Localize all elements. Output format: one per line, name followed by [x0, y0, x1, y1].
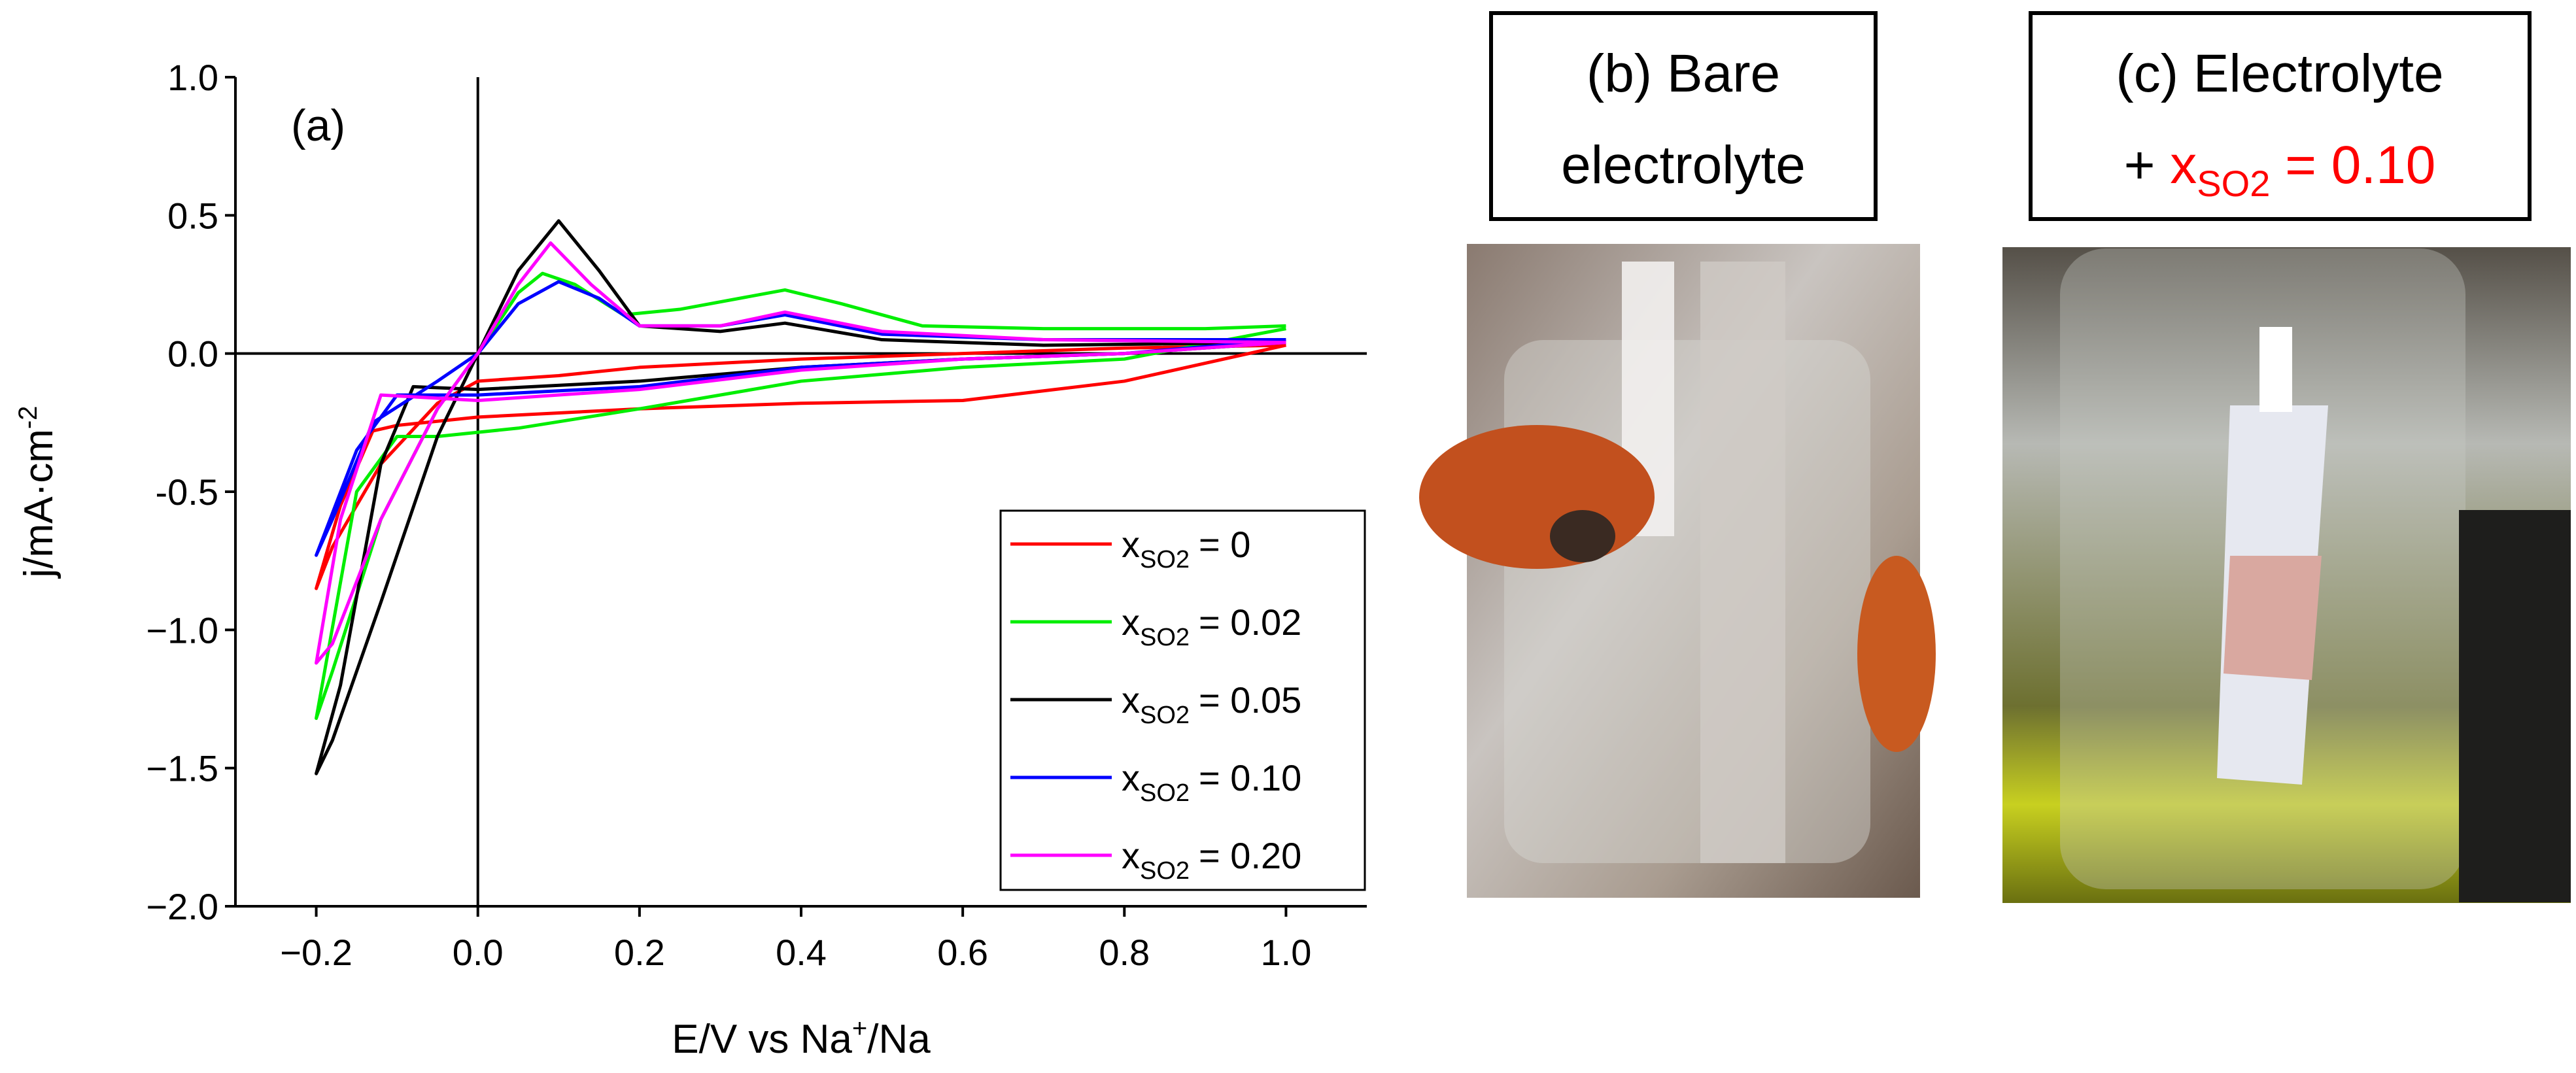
legend-var: x	[1122, 679, 1140, 721]
panel-label: (a)	[291, 101, 345, 150]
x-tick-label: 0.8	[1099, 932, 1150, 973]
photo-so2-electrolyte	[2002, 247, 2571, 903]
y-tick-label: 0.0	[167, 333, 218, 375]
caption-subscript: SO2	[2197, 163, 2270, 204]
x-axis-label-sup: +	[852, 1014, 867, 1043]
x-tick-label: −0.2	[280, 932, 352, 973]
x-axis-label-text: E/V vs Na	[672, 1017, 852, 1062]
legend-sub: SO2	[1140, 779, 1190, 807]
cv-curve	[315, 219, 1286, 775]
y-tick-label: −1.0	[146, 609, 218, 651]
legend-name: = 0.02	[1199, 602, 1301, 643]
legend-var: x	[1122, 602, 1140, 643]
legend-name: = 0.05	[1199, 679, 1301, 721]
caption-text: = 0.10	[2270, 135, 2435, 195]
y-axis-label: j/mA·cm-2	[14, 406, 61, 579]
cv-curve	[315, 343, 1286, 590]
legend-entry: xSO2 = 0.05	[1122, 679, 1301, 729]
caption: (b) Bare	[1587, 44, 1780, 103]
legend-sub: SO2	[1140, 546, 1190, 573]
cv-curve	[315, 241, 1286, 665]
y-tick-label: 0.5	[167, 195, 218, 236]
caption-text: x	[2170, 135, 2197, 195]
y-axis-label-sup: -2	[14, 406, 43, 430]
legend-sub: SO2	[1140, 702, 1190, 729]
caption-text: +	[2124, 135, 2171, 195]
photo-bare-electrolyte	[1419, 244, 1936, 898]
caption-box	[2029, 11, 2532, 221]
legend-name: = 0	[1199, 524, 1250, 565]
legend-entry: xSO2 = 0	[1122, 524, 1250, 573]
x-tick-label: 0.2	[614, 932, 665, 973]
y-tick-label: −2.0	[146, 886, 218, 927]
caption: + xSO2 = 0.10	[2124, 135, 2436, 204]
x-tick-label: 0.0	[453, 932, 504, 973]
legend-var: x	[1122, 757, 1140, 798]
legend-entry: xSO2 = 0.02	[1122, 602, 1301, 651]
legend-name: = 0.10	[1199, 757, 1301, 798]
legend-entry: xSO2 = 0.20	[1122, 835, 1301, 885]
x-tick-label: 1.0	[1260, 932, 1311, 973]
x-axis-label-text: /Na	[867, 1017, 931, 1062]
caption: electrolyte	[1561, 135, 1806, 195]
y-tick-label: −1.5	[146, 748, 218, 789]
caption-box	[1489, 11, 1878, 221]
x-tick-label: 0.6	[937, 932, 988, 973]
y-tick-label: -0.5	[156, 471, 219, 513]
x-axis-label: E/V vs Na+/Na	[672, 1014, 931, 1062]
legend-var: x	[1122, 524, 1140, 565]
y-axis-label-text: j/mA·cm	[16, 429, 61, 579]
caption: (c) Electrolyte	[2116, 44, 2443, 103]
legend-var: x	[1122, 835, 1140, 876]
x-tick-label: 0.4	[776, 932, 827, 973]
y-tick-label: 1.0	[167, 57, 218, 98]
legend-entry: xSO2 = 0.10	[1122, 757, 1301, 807]
legend-name: = 0.20	[1199, 835, 1301, 876]
legend-sub: SO2	[1140, 624, 1190, 651]
legend-sub: SO2	[1140, 857, 1190, 885]
